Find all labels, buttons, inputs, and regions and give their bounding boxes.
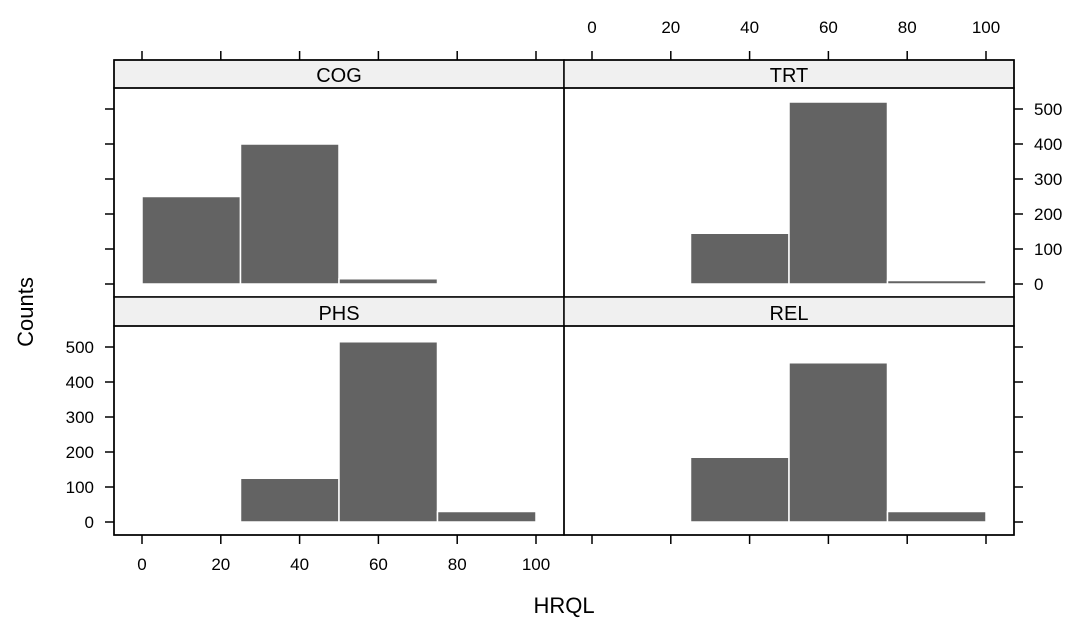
- y-tick-label-right-0: 0: [1034, 275, 1043, 294]
- strip-label-trt: TRT: [770, 65, 809, 87]
- y-tick-label-left-300: 300: [66, 408, 94, 427]
- x-tick-label-bottom-100: 100: [522, 555, 550, 574]
- x-tick-label-top-0: 0: [587, 18, 596, 37]
- bar-rel-25: [689, 456, 790, 523]
- y-tick-label-right-400: 400: [1034, 135, 1062, 154]
- panel-cog: COG: [113, 59, 565, 298]
- panel-trt: TRT: [563, 59, 1015, 298]
- x-tick-label-top-60: 60: [819, 18, 838, 37]
- y-tick-label-right-300: 300: [1034, 170, 1062, 189]
- y-tick-label-left-0: 0: [85, 513, 94, 532]
- x-axis-title: HRQL: [533, 593, 594, 618]
- y-tick-label-left-100: 100: [66, 478, 94, 497]
- x-tick-label-top-80: 80: [898, 18, 917, 37]
- bar-cog-0: [141, 195, 242, 285]
- x-tick-label-top-20: 20: [661, 18, 680, 37]
- panels-layer: COG TRT PHS REL: [113, 59, 1015, 536]
- y-tick-label-left-200: 200: [66, 443, 94, 462]
- x-tick-label-top-40: 40: [740, 18, 759, 37]
- panel-phs: PHS: [113, 296, 565, 536]
- bar-cog-25: [239, 143, 340, 285]
- strip-label-cog: COG: [316, 65, 362, 87]
- bar-phs-50: [338, 341, 439, 523]
- strip-label-rel: REL: [770, 303, 809, 325]
- y-tick-label-left-400: 400: [66, 373, 94, 392]
- panel-rel: REL: [563, 296, 1015, 536]
- x-tick-label-bottom-0: 0: [137, 555, 146, 574]
- x-tick-label-top-100: 100: [972, 18, 1000, 37]
- bar-cog-50: [338, 278, 439, 285]
- x-tick-label-bottom-40: 40: [290, 555, 309, 574]
- y-axis-title: Counts: [13, 277, 38, 347]
- strip-rel: [563, 296, 1015, 327]
- x-tick-label-bottom-20: 20: [211, 555, 230, 574]
- y-tick-label-right-200: 200: [1034, 205, 1062, 224]
- y-tick-label-right-100: 100: [1034, 240, 1062, 259]
- outer-frame: [113, 59, 1015, 536]
- axes-layer: 0 0 20 20 40 40 60 60 80 80 100 100 0 0 100 100 200 200 30…: [66, 18, 1063, 574]
- strip-phs: [113, 296, 565, 327]
- bar-rel-75: [886, 510, 987, 523]
- bar-rel-50: [788, 362, 889, 523]
- strip-label-phs: PHS: [318, 303, 359, 325]
- y-tick-label-right-500: 500: [1034, 100, 1062, 119]
- bar-trt-75: [886, 279, 987, 285]
- bar-trt-50: [788, 101, 889, 285]
- bar-phs-75: [436, 510, 537, 523]
- x-tick-label-bottom-60: 60: [369, 555, 388, 574]
- x-tick-label-bottom-80: 80: [448, 555, 467, 574]
- bar-trt-25: [689, 232, 790, 285]
- y-tick-label-left-500: 500: [66, 338, 94, 357]
- bar-phs-25: [239, 477, 340, 523]
